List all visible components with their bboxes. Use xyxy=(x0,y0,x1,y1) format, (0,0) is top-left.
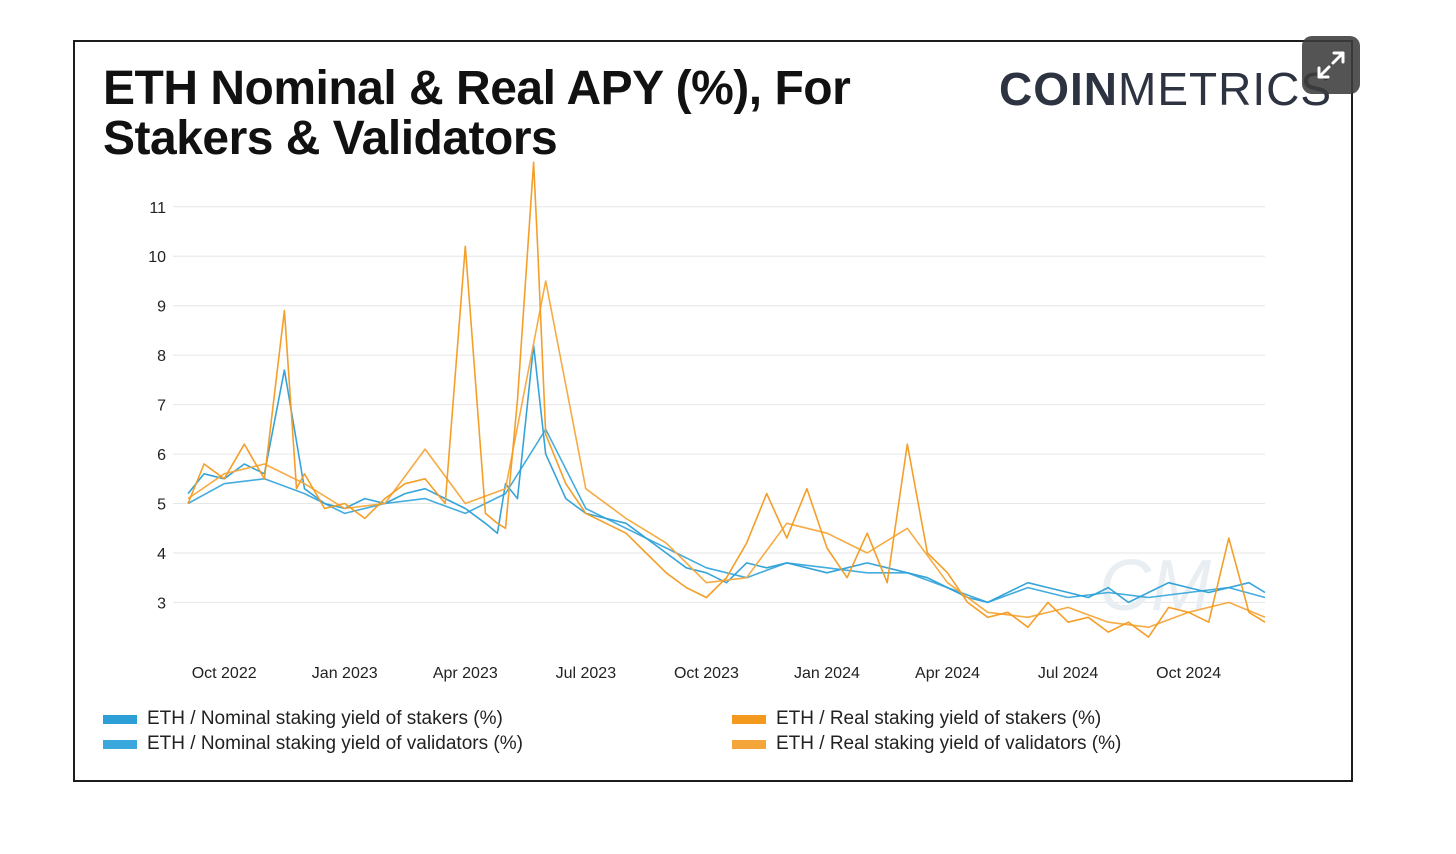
legend-label: ETH / Real staking yield of stakers (%) xyxy=(776,708,1102,729)
legend-label: ETH / Real staking yield of validators (… xyxy=(776,733,1122,754)
coinmetrics-logo: COINMETRICS xyxy=(999,62,1332,116)
watermark-logo: CM xyxy=(1099,546,1211,626)
x-tick-label: Jan 2023 xyxy=(312,665,378,682)
legend-label: ETH / Nominal staking yield of stakers (… xyxy=(147,708,503,729)
legend-item-real-stakers: ETH / Real staking yield of stakers (%) xyxy=(732,708,1101,730)
x-tick-label: Apr 2024 xyxy=(915,665,980,682)
line-chart: 11 10 9 8 7 6 5 4 3 Oct 2022 Jan 2023 Apr 2023 Jul 2… xyxy=(148,161,1266,682)
legend-label: ETH / Nominal staking yield of validator… xyxy=(147,733,523,754)
y-tick-label: 9 xyxy=(157,299,166,316)
y-tick-label: 3 xyxy=(157,595,166,612)
logo-bold-text: COIN xyxy=(999,63,1118,115)
series-line-1 xyxy=(187,344,1266,604)
legend-item-nominal-stakers: ETH / Nominal staking yield of stakers (… xyxy=(103,708,503,730)
series-line-3 xyxy=(187,161,1266,638)
legend-swatch xyxy=(103,714,137,724)
x-tick-label: Jul 2023 xyxy=(556,665,617,682)
expand-arrows-icon xyxy=(1317,51,1345,79)
y-tick-label: 5 xyxy=(157,497,166,514)
x-tick-label: Jan 2024 xyxy=(794,665,860,682)
x-tick-label: Oct 2023 xyxy=(674,665,739,682)
legend-item-nominal-validators: ETH / Nominal staking yield of validator… xyxy=(103,733,523,755)
x-tick-label: Apr 2023 xyxy=(433,665,498,682)
series-line-2 xyxy=(187,428,1266,604)
y-tick-label: 4 xyxy=(157,546,166,563)
x-tick-label: Oct 2024 xyxy=(1156,665,1221,682)
series-line-4 xyxy=(187,280,1266,628)
y-tick-label: 10 xyxy=(148,249,166,266)
chart-title: ETH Nominal & Real APY (%), For Stakers … xyxy=(103,62,851,165)
legend-swatch xyxy=(732,714,766,724)
y-tick-label: 8 xyxy=(157,348,166,365)
y-tick-label: 11 xyxy=(149,200,166,217)
legend-swatch xyxy=(103,739,137,749)
y-tick-label: 6 xyxy=(157,447,166,464)
chart-card: ETH Nominal & Real APY (%), For Stakers … xyxy=(73,40,1353,782)
logo-light-text: METRICS xyxy=(1118,63,1332,115)
x-tick-label: Jul 2024 xyxy=(1038,665,1099,682)
legend-swatch xyxy=(732,739,766,749)
y-tick-label: 7 xyxy=(157,398,166,415)
x-tick-label: Oct 2022 xyxy=(192,665,257,682)
expand-button[interactable] xyxy=(1302,36,1360,94)
legend-item-real-validators: ETH / Real staking yield of validators (… xyxy=(732,733,1121,755)
